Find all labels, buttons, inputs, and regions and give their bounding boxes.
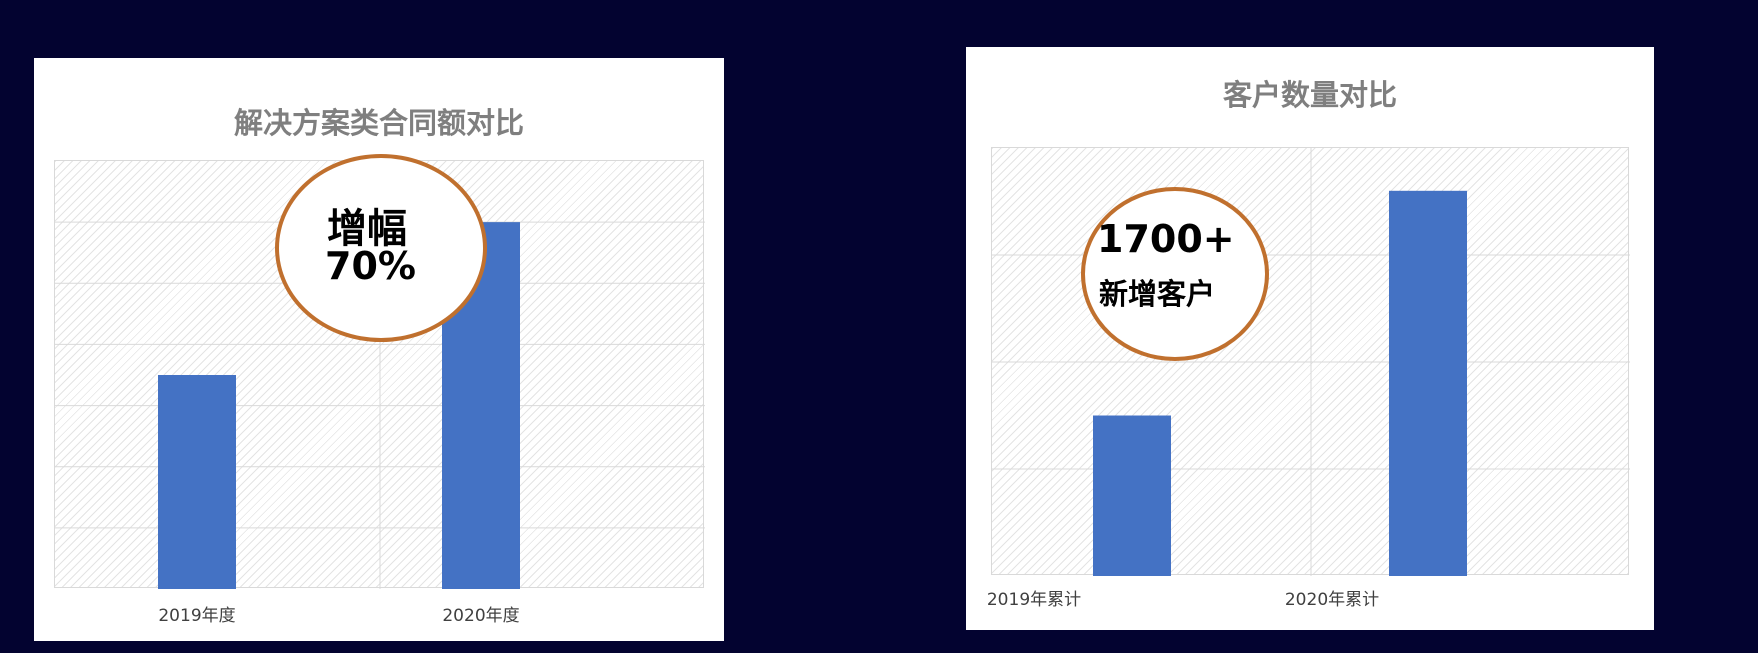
callout-value: 70% — [325, 244, 416, 288]
x-tick-label: 2019年累计 — [986, 590, 1082, 610]
x-tick-label: 2019年度 — [158, 606, 236, 626]
bar-2019年度 — [158, 375, 236, 589]
x-tick-label: 2020年累计 — [1284, 590, 1380, 610]
chart-panel-contract-amount: 解决方案类合同额对比 2019年度 2020年度 增幅 70% — [34, 58, 724, 641]
bar-2020年累计 — [1389, 190, 1467, 576]
growth-callout: 增幅 70% — [275, 154, 487, 342]
callout-label: 增幅 — [327, 206, 407, 252]
chart-title: 解决方案类合同额对比 — [233, 106, 524, 140]
callout-label: 新增客户 — [1099, 277, 1216, 311]
new-customers-callout: 1700+ 新增客户 — [1081, 187, 1269, 361]
bar-2019年累计 — [1093, 415, 1171, 576]
chart-title: 客户数量对比 — [1222, 78, 1397, 112]
x-tick-label: 2020年度 — [442, 606, 520, 626]
chart-panel-customer-count: 客户数量对比 2019年累计 2020年累计 1700+ 新增客户 — [966, 47, 1654, 630]
bar-chart-svg — [992, 148, 1630, 576]
plot-area — [991, 147, 1630, 576]
callout-value: 1700+ — [1097, 217, 1235, 261]
